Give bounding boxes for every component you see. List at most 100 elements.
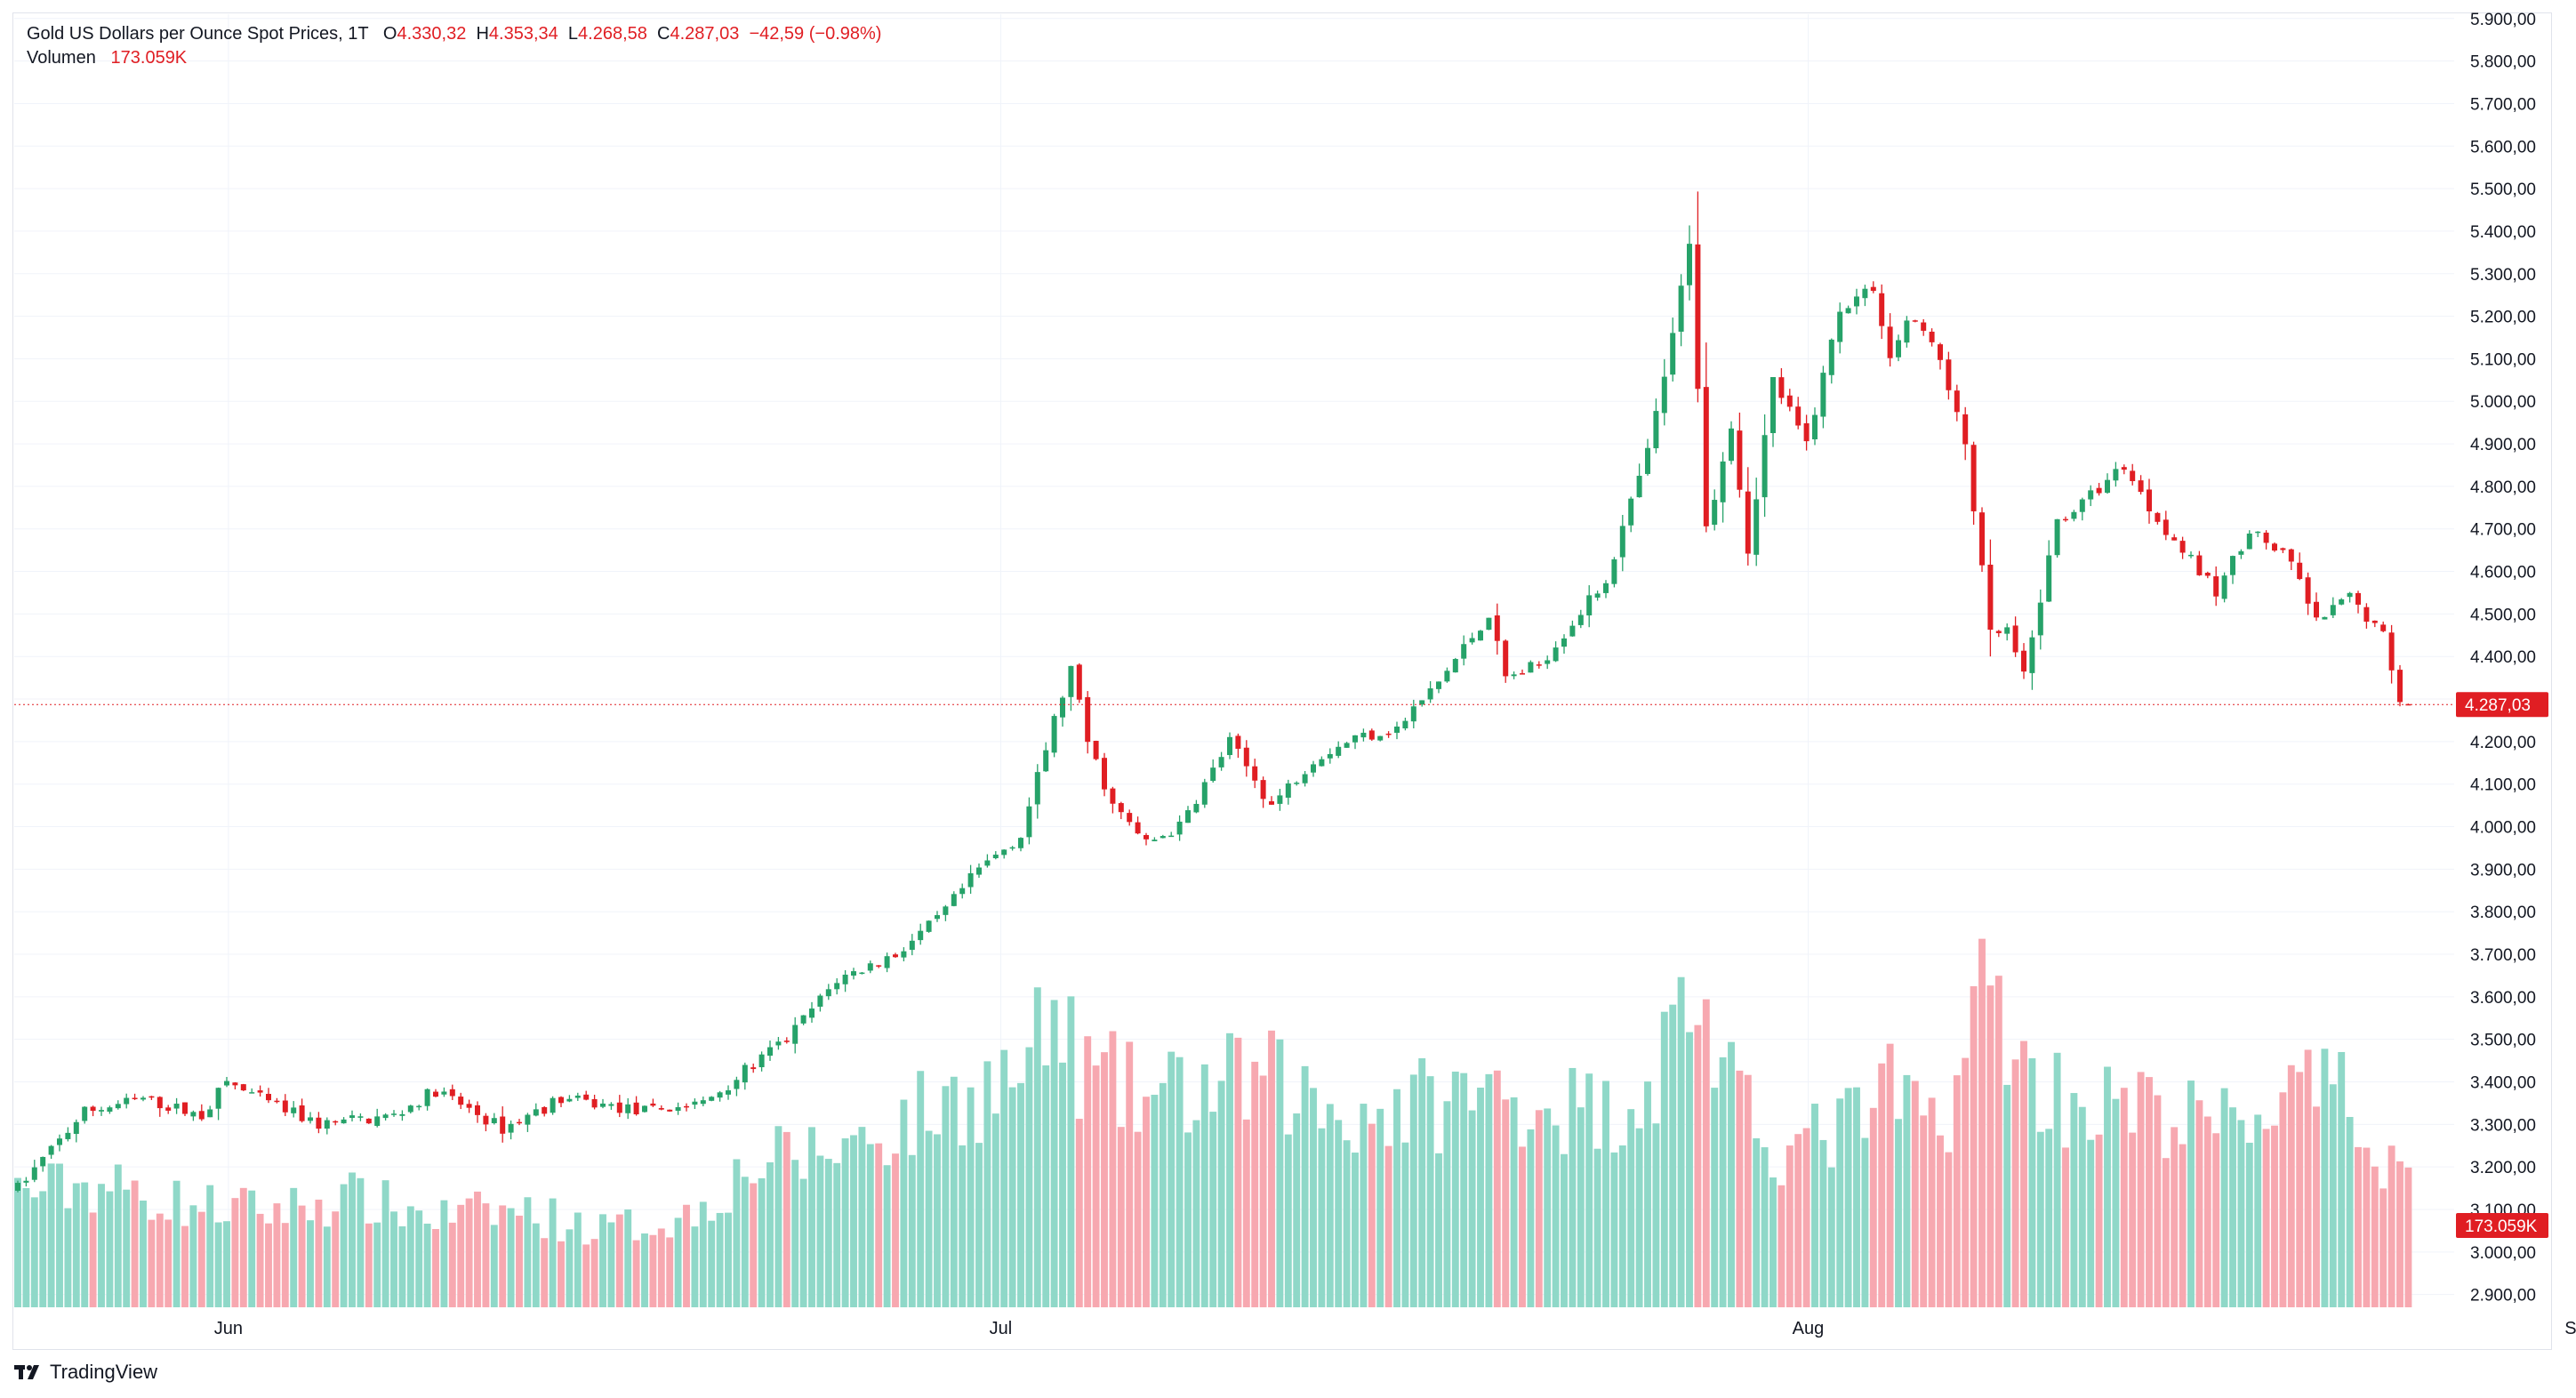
volume-bar bbox=[558, 1241, 565, 1307]
candle-body bbox=[198, 1111, 205, 1120]
candle-body bbox=[357, 1116, 364, 1118]
legend-ohlc: Gold US Dollars per Ounce Spot Prices, 1… bbox=[27, 24, 881, 44]
volume-bar bbox=[1618, 1145, 1626, 1307]
volume-bar bbox=[1184, 1132, 1192, 1307]
candle-body bbox=[1034, 772, 1040, 805]
volume-bar bbox=[1384, 1145, 1392, 1307]
volume-bar bbox=[307, 1220, 314, 1307]
change-value: −42,59 (−0.98%) bbox=[749, 24, 882, 44]
candle-body bbox=[308, 1117, 313, 1121]
candle-body bbox=[2263, 532, 2269, 543]
tradingview-branding[interactable]: TradingView bbox=[14, 1361, 157, 1384]
candle-body bbox=[1770, 377, 1776, 434]
candle-body bbox=[642, 1105, 647, 1113]
candle-body bbox=[2054, 518, 2060, 556]
open-value: 4.330,32 bbox=[397, 24, 467, 44]
candle-body bbox=[1970, 445, 1977, 511]
candle-body bbox=[1051, 716, 1057, 753]
volume-bar bbox=[2329, 1084, 2337, 1307]
volume-bar bbox=[607, 1222, 615, 1307]
volume-bar bbox=[482, 1203, 490, 1307]
y-tick-label: 3.300,00 bbox=[2470, 1116, 2536, 1135]
volume-bar bbox=[1627, 1109, 1635, 1307]
volume-bars bbox=[14, 938, 2412, 1307]
candle-body bbox=[909, 940, 915, 951]
candle-body bbox=[608, 1104, 614, 1106]
candle-body bbox=[1896, 340, 1901, 358]
volume-bar bbox=[1168, 1051, 1176, 1307]
candle-body bbox=[1678, 285, 1684, 332]
volume-bar bbox=[733, 1159, 741, 1307]
volume-bar bbox=[1644, 1081, 1651, 1307]
candle-body bbox=[1135, 822, 1141, 834]
candle-body bbox=[2213, 576, 2219, 597]
volume-bar bbox=[2087, 1139, 2095, 1307]
candle-body bbox=[1394, 727, 1400, 734]
candle-body bbox=[583, 1094, 590, 1100]
candle-body bbox=[1729, 428, 1734, 462]
candle-body bbox=[1085, 696, 1091, 743]
candle-body bbox=[316, 1117, 322, 1129]
volume-bar bbox=[1869, 1107, 1877, 1307]
volume-bar bbox=[56, 1163, 63, 1307]
candle-body bbox=[2096, 487, 2102, 494]
candle-body bbox=[542, 1106, 548, 1114]
candle-body bbox=[1661, 376, 1667, 414]
volume-bar bbox=[1200, 1064, 1208, 1307]
volume-bar bbox=[632, 1240, 640, 1307]
candle-body bbox=[1577, 615, 1584, 625]
candle-body bbox=[1820, 373, 1826, 417]
volume-bar bbox=[2229, 1107, 2236, 1307]
candle-body bbox=[274, 1100, 280, 1103]
candle-body bbox=[992, 855, 999, 859]
volume-bar bbox=[2162, 1158, 2170, 1307]
candle-body bbox=[1837, 311, 1843, 342]
candle-body bbox=[1227, 736, 1232, 756]
volume-bar bbox=[1376, 1108, 1384, 1307]
candle-body bbox=[2196, 555, 2203, 575]
candle-body bbox=[2012, 625, 2018, 653]
volume-bar bbox=[900, 1099, 908, 1307]
y-tick-label: 5.200,00 bbox=[2470, 309, 2536, 327]
candle-body bbox=[1127, 813, 1133, 823]
y-tick-label: 5.400,00 bbox=[2470, 223, 2536, 242]
volume-bar bbox=[1117, 1127, 1125, 1307]
volume-bar bbox=[1159, 1082, 1167, 1307]
candle-body bbox=[1946, 359, 1952, 390]
candle-body bbox=[23, 1180, 29, 1183]
volume-bar bbox=[1794, 1134, 1802, 1307]
volume-bar bbox=[2346, 1116, 2354, 1307]
candle-body bbox=[633, 1102, 639, 1114]
volume-bar bbox=[173, 1180, 181, 1307]
candle-body bbox=[525, 1114, 531, 1125]
volume-bar bbox=[1084, 1036, 1092, 1307]
candle-body bbox=[15, 1183, 20, 1191]
volume-bar bbox=[641, 1233, 648, 1307]
candle-body bbox=[1594, 593, 1601, 598]
candle-body bbox=[31, 1167, 37, 1180]
candle-body bbox=[1060, 697, 1065, 718]
candle-body bbox=[190, 1112, 197, 1117]
volume-bar bbox=[1226, 1032, 1233, 1307]
candle-body bbox=[2147, 489, 2152, 511]
volume-bar bbox=[683, 1204, 690, 1307]
candle-body bbox=[959, 888, 966, 895]
volume-bar bbox=[892, 1153, 899, 1307]
candle-body bbox=[1569, 625, 1576, 637]
candle-body bbox=[2238, 550, 2244, 555]
volume-bar bbox=[256, 1213, 264, 1307]
candle-body bbox=[758, 1054, 765, 1068]
candle-body bbox=[2297, 562, 2303, 580]
candle-body bbox=[1687, 244, 1692, 285]
volume-bar bbox=[248, 1190, 256, 1307]
last-volume-label: 173.059K bbox=[2465, 1217, 2538, 1236]
volume-bar bbox=[1335, 1120, 1343, 1307]
volume-bar bbox=[281, 1223, 289, 1307]
candle-body bbox=[792, 1024, 798, 1044]
volume-bar bbox=[1778, 1185, 1786, 1307]
volume-bar bbox=[516, 1215, 523, 1307]
tradingview-logo-icon bbox=[14, 1365, 39, 1379]
candle-body bbox=[558, 1097, 564, 1104]
volume-bar bbox=[1895, 1119, 1902, 1307]
